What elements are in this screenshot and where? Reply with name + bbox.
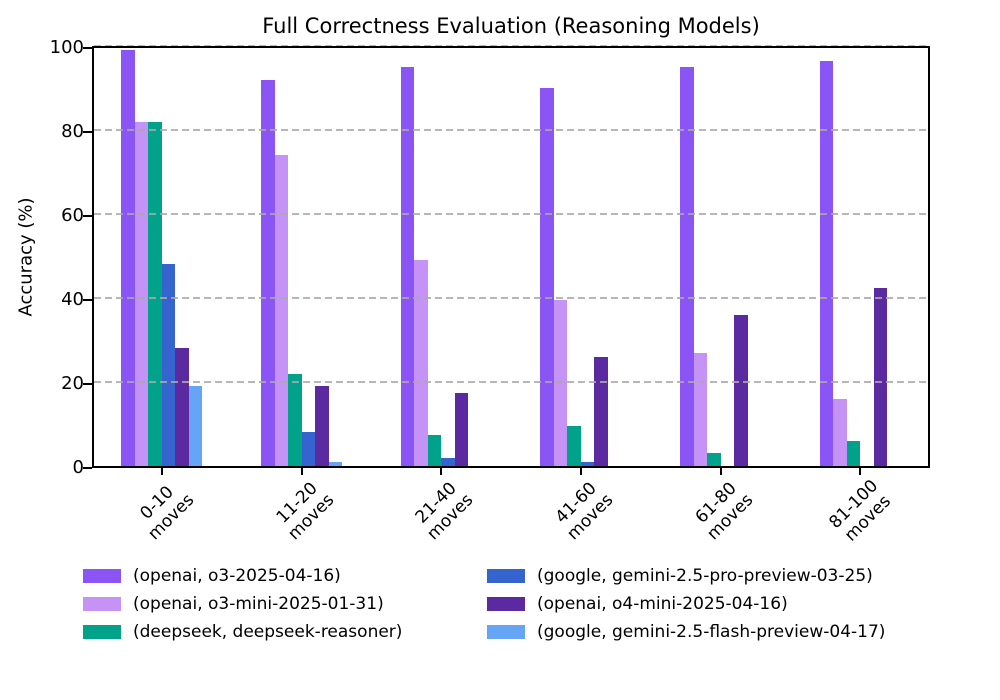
gridline-60 <box>94 213 928 215</box>
bar-series-4-61-80 <box>734 314 748 466</box>
y-tick-mark-60 <box>83 215 92 217</box>
bar-series-4-41-60 <box>594 356 608 466</box>
legend-swatch-1 <box>83 597 121 611</box>
bar-series-4-81-100 <box>873 287 888 466</box>
bar-series-5-11-20 <box>328 461 342 466</box>
legend: (openai, o3-2025-04-16) (openai, o3-mini-… <box>83 566 885 650</box>
y-tick-label: 80 <box>61 121 84 142</box>
top-spine <box>92 46 930 48</box>
right-spine <box>928 46 930 468</box>
bar-series-1-61-80 <box>693 352 707 466</box>
bar-group-61-80 <box>680 48 761 466</box>
bar-series-1-0-10 <box>134 121 149 466</box>
bar-series-2-11-20 <box>288 373 302 466</box>
x-tick-mark-0-10 <box>160 468 163 475</box>
bar-series-4-11-20 <box>315 386 329 466</box>
legend-column-2: (google, gemini-2.5-pro-preview-03-25) (o… <box>487 566 885 650</box>
gridline-40 <box>94 297 928 299</box>
legend-label-1: (openai, o3-mini-2025-01-31) <box>133 594 384 614</box>
bar-group-11-20 <box>261 48 342 466</box>
y-tick-mark-0 <box>83 467 92 469</box>
bar-series-2-41-60 <box>567 426 581 466</box>
legend-label-4: (openai, o4-mini-2025-04-16) <box>537 594 788 614</box>
bar-series-3-0-10 <box>161 264 176 466</box>
chart-title: Full Correctness Evaluation (Reasoning M… <box>262 14 760 38</box>
bar-series-0-81-100 <box>819 60 834 466</box>
gridline-20 <box>94 381 928 383</box>
bar-series-2-21-40 <box>427 434 442 466</box>
x-tick-label: 41-60 moves <box>549 476 617 544</box>
legend-item-2: (deepseek, deepseek-reasoner) <box>83 622 487 642</box>
legend-swatch-4 <box>487 597 525 611</box>
bar-series-3-41-60 <box>580 461 595 466</box>
bar-series-2-61-80 <box>707 453 721 466</box>
y-tick-label: 20 <box>61 373 84 394</box>
legend-swatch-3 <box>487 569 525 583</box>
legend-label-0: (openai, o3-2025-04-16) <box>133 566 341 586</box>
bar-group-41-60 <box>540 48 621 466</box>
y-tick-mark-80 <box>83 131 92 133</box>
y-tick-mark-20 <box>83 383 92 385</box>
bar-series-0-21-40 <box>400 67 415 466</box>
bar-series-3-11-20 <box>301 432 315 466</box>
legend-swatch-0 <box>83 569 121 583</box>
x-tick-label: 11-20 moves <box>270 476 338 544</box>
x-axis-line <box>92 466 930 468</box>
bar-series-4-21-40 <box>454 392 469 466</box>
bar-series-2-81-100 <box>846 440 861 466</box>
y-tick-label: 60 <box>61 205 84 226</box>
bar-series-1-81-100 <box>833 398 847 466</box>
x-tick-mark-61-80 <box>719 468 722 475</box>
bar-group-21-40 <box>400 48 482 466</box>
y-tick-label: 40 <box>61 289 84 310</box>
y-tick-mark-40 <box>83 299 92 301</box>
y-tick-label: 0 <box>72 457 84 478</box>
bar-series-0-61-80 <box>680 67 694 466</box>
y-tick-label: 100 <box>49 37 84 58</box>
plot-area <box>83 45 930 475</box>
gridline-80 <box>94 129 928 131</box>
legend-item-4: (openai, o4-mini-2025-04-16) <box>487 594 885 614</box>
legend-column-1: (openai, o3-2025-04-16) (openai, o3-mini-… <box>83 566 487 650</box>
bar-series-0-11-20 <box>261 79 275 466</box>
legend-label-5: (google, gemini-2.5-flash-preview-04-17) <box>537 622 886 642</box>
bar-series-2-0-10 <box>148 121 162 466</box>
legend-swatch-5 <box>487 625 525 639</box>
bar-series-1-11-20 <box>274 155 288 466</box>
bar-group-0-10 <box>121 48 203 466</box>
bar-series-5-0-10 <box>188 386 203 466</box>
x-tick-label: 21-40 moves <box>409 476 478 544</box>
legend-item-5: (google, gemini-2.5-flash-preview-04-17) <box>487 622 885 642</box>
x-tick-mark-81-100 <box>859 468 862 475</box>
bar-series-4-0-10 <box>175 348 189 466</box>
legend-item-0: (openai, o3-2025-04-16) <box>83 566 487 586</box>
legend-label-3: (google, gemini-2.5-pro-preview-03-25) <box>537 566 873 586</box>
legend-item-1: (openai, o3-mini-2025-01-31) <box>83 594 487 614</box>
legend-label-2: (deepseek, deepseek-reasoner) <box>133 622 403 642</box>
bar-series-1-41-60 <box>553 300 568 466</box>
bar-series-3-21-40 <box>441 457 455 466</box>
x-tick-label: 81-100 moves <box>826 476 897 547</box>
x-tick-mark-11-20 <box>300 468 303 475</box>
y-axis-line <box>92 46 94 468</box>
x-tick-label: 61-80 moves <box>689 476 757 544</box>
legend-swatch-2 <box>83 625 121 639</box>
bar-series-0-0-10 <box>121 50 135 466</box>
x-tick-label: 0-10 moves <box>130 476 198 544</box>
bar-series-0-41-60 <box>540 88 554 466</box>
x-tick-mark-41-60 <box>579 468 582 475</box>
x-tick-mark-21-40 <box>440 468 443 475</box>
legend-item-3: (google, gemini-2.5-pro-preview-03-25) <box>487 566 885 586</box>
bar-group-81-100 <box>819 48 901 466</box>
y-tick-mark-100 <box>83 47 92 49</box>
bar-series-1-21-40 <box>414 260 428 466</box>
